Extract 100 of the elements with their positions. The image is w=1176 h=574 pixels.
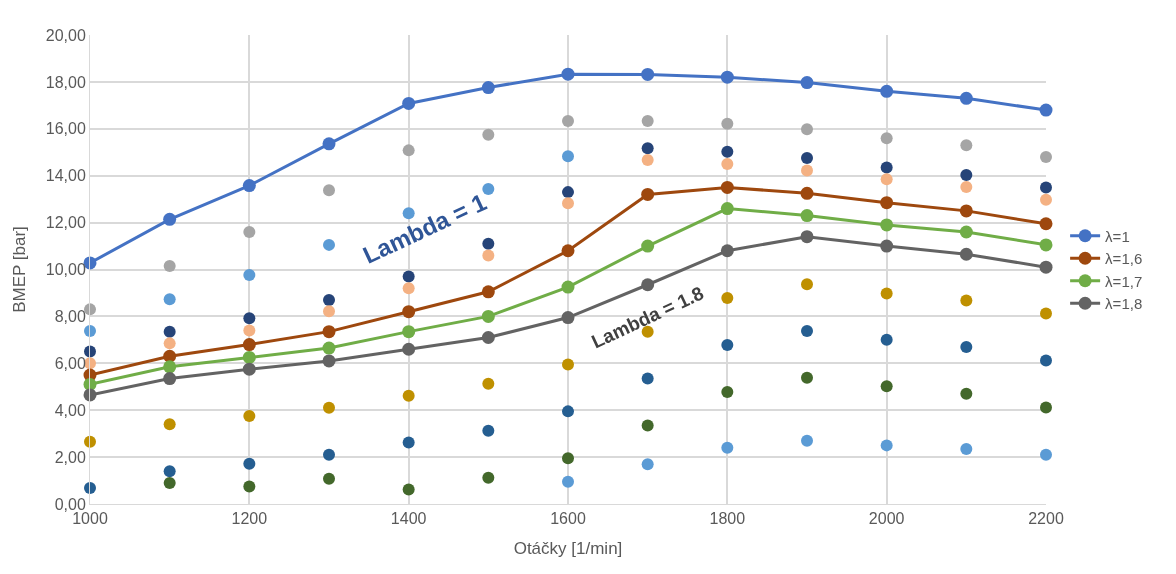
point	[880, 333, 893, 346]
point	[721, 385, 734, 398]
point	[402, 389, 415, 402]
point	[243, 457, 256, 470]
point	[402, 282, 415, 295]
point	[641, 458, 654, 471]
point	[163, 360, 177, 374]
point	[801, 123, 813, 136]
point	[562, 475, 574, 488]
point	[561, 67, 575, 81]
point	[402, 436, 415, 449]
y-tick-label: 18,00	[45, 73, 86, 91]
point	[801, 278, 813, 291]
point	[800, 76, 814, 90]
point	[880, 439, 893, 452]
point	[960, 169, 973, 181]
point	[801, 371, 813, 384]
point	[880, 239, 894, 253]
point	[880, 218, 894, 232]
point	[482, 128, 495, 141]
point	[163, 212, 177, 226]
point	[1040, 181, 1052, 194]
point	[721, 292, 734, 305]
legend-label: λ=1,6	[1105, 250, 1143, 268]
point	[561, 280, 575, 294]
point	[323, 448, 335, 461]
point	[163, 259, 176, 272]
point	[1039, 217, 1053, 231]
y-tick-label: 10,00	[45, 261, 86, 279]
x-tick-label: 2000	[868, 510, 905, 528]
point	[402, 342, 416, 356]
point	[561, 311, 575, 325]
point	[720, 244, 734, 258]
point	[959, 91, 973, 105]
point	[960, 180, 973, 193]
point	[1040, 150, 1052, 163]
point	[1040, 448, 1052, 461]
point	[322, 137, 336, 151]
legend-label: λ=1,7	[1105, 272, 1143, 290]
point	[880, 380, 893, 393]
point	[960, 442, 973, 455]
point	[720, 180, 734, 194]
x-tick-label: 1800	[709, 510, 746, 528]
point	[562, 197, 574, 210]
point	[482, 424, 495, 437]
point	[562, 358, 574, 371]
x-tick-label: 2200	[1028, 510, 1064, 528]
point	[163, 337, 176, 350]
point	[163, 325, 176, 338]
x-tick-label: 1400	[390, 510, 427, 528]
point	[801, 434, 813, 447]
point	[482, 183, 495, 196]
point	[323, 293, 335, 306]
point	[243, 268, 256, 281]
point	[562, 186, 574, 199]
point	[323, 184, 335, 197]
point	[800, 186, 814, 200]
point	[960, 294, 973, 307]
point	[243, 324, 256, 337]
point	[800, 230, 814, 244]
legend-label: λ=1	[1105, 227, 1130, 245]
point	[641, 372, 654, 385]
point	[1040, 193, 1052, 206]
x-axis-title: Otáčky [1/min]	[513, 538, 623, 558]
point	[641, 239, 655, 253]
point	[641, 187, 655, 201]
y-tick-label: 6,00	[54, 354, 86, 372]
point	[242, 350, 256, 364]
point	[242, 179, 256, 193]
point	[481, 81, 495, 95]
point	[880, 173, 893, 186]
y-tick-label: 0,00	[54, 495, 86, 513]
point	[481, 331, 495, 344]
point	[323, 401, 335, 414]
point	[959, 247, 973, 261]
point	[880, 132, 893, 145]
y-tick-label: 14,00	[45, 167, 86, 185]
point	[641, 115, 654, 128]
point	[960, 139, 973, 152]
point	[322, 325, 336, 339]
point	[561, 244, 575, 258]
point	[482, 249, 495, 262]
point	[721, 441, 734, 454]
point	[402, 305, 416, 319]
point	[721, 117, 734, 130]
point	[482, 471, 495, 484]
point	[562, 150, 574, 163]
point	[481, 309, 495, 323]
point	[721, 145, 734, 158]
point	[243, 410, 256, 423]
point	[959, 225, 973, 239]
point	[1039, 103, 1053, 117]
point	[163, 293, 176, 306]
x-tick-label: 1200	[231, 510, 268, 528]
point	[1039, 238, 1053, 252]
point	[880, 287, 893, 300]
point	[402, 325, 416, 339]
point	[960, 387, 973, 400]
y-tick-label: 20,00	[45, 26, 86, 44]
point	[163, 476, 176, 489]
